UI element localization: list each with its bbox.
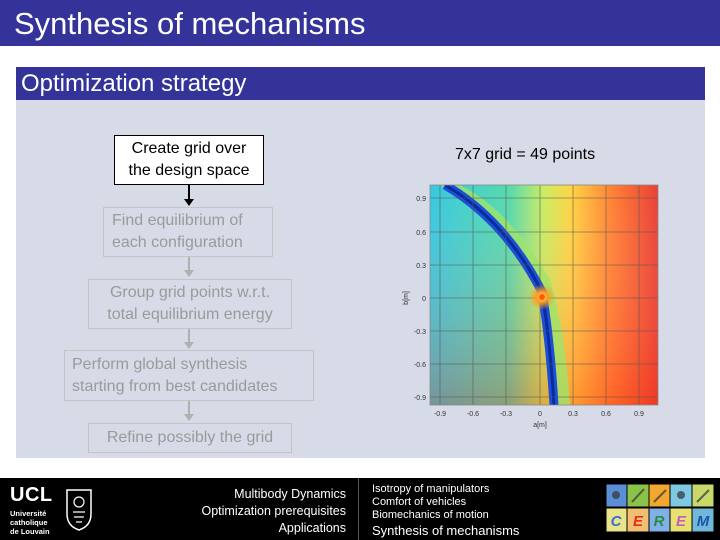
cerem-letter-e2: E — [676, 513, 687, 530]
section-title: Optimization strategy — [21, 70, 247, 97]
footer-link-isotropy[interactable]: Isotropy of manipulators — [372, 483, 490, 495]
energy-map-plot: 0.9 0.6 0.3 0 -0.3 -0.6 -0.9 -0.9 -0.6 -… — [400, 180, 660, 430]
ytick-label: 0.3 — [416, 263, 426, 270]
grid-note: 7x7 grid = 49 points — [455, 146, 596, 163]
step-find-equilibrium: Find equilibrium of each configuration — [103, 207, 273, 257]
step-refine-grid-line1: Refine possibly the grid — [106, 429, 274, 446]
ytick-label: 0 — [422, 296, 426, 303]
cerem-letter-m: M — [697, 513, 710, 530]
step-find-equilibrium-line2: each configuration — [112, 234, 243, 251]
title-bar: Synthesis of mechanisms — [0, 0, 720, 46]
xtick-label: 0 — [538, 411, 542, 418]
footer-link-applications[interactable]: Applications — [278, 521, 346, 535]
xtick-label: 0.6 — [601, 411, 611, 418]
ucl-logo: UCL Université catholique de Louvain — [6, 482, 96, 536]
cerem-logo: C E R E M — [606, 484, 714, 532]
step-refine-grid: Refine possibly the grid — [88, 423, 292, 453]
y-axis-label: b[m] — [403, 291, 410, 305]
cerem-letter-r: R — [654, 513, 665, 530]
ytick-label: -0.6 — [414, 362, 426, 369]
step-group-points-line1: Group grid points w.r.t. — [109, 284, 271, 301]
step-create-grid-line2: the design space — [128, 162, 250, 179]
arrow-4-line — [188, 401, 190, 414]
step-create-grid-line1: Create grid over — [131, 140, 247, 157]
footer-link-biomechanics[interactable]: Biomechanics of motion — [372, 509, 489, 521]
footer-nav-right: Isotropy of manipulators Comfort of vehi… — [372, 483, 519, 539]
ucl-logo-line2: catholique — [10, 518, 48, 527]
footer-link-multibody[interactable]: Multibody Dynamics — [234, 487, 346, 501]
crest-icon — [66, 489, 92, 531]
arrow-2-line — [188, 257, 190, 270]
arrow-4-head — [184, 414, 194, 421]
xtick-label: -0.6 — [467, 411, 479, 418]
plot-frame — [429, 184, 659, 406]
footer-divider — [358, 478, 359, 540]
title-rule — [0, 46, 720, 50]
xtick-label: -0.9 — [434, 411, 446, 418]
step-global-synthesis: Perform global synthesis starting from b… — [64, 350, 314, 401]
arrow-3-line — [188, 329, 190, 342]
ucl-logo-text: UCL — [10, 484, 53, 506]
footer-nav-left: Multibody Dynamics Optimization prerequi… — [201, 486, 346, 537]
optimum-center — [539, 294, 545, 300]
grid-lines — [430, 185, 658, 405]
arrow-3-head — [184, 342, 194, 349]
arrow-1-head — [184, 199, 194, 206]
step-group-points-line2: total equilibrium energy — [107, 306, 273, 323]
step-global-synthesis-line1: Perform global synthesis — [72, 356, 248, 373]
ucl-logo-line1: Université — [10, 509, 47, 518]
ucl-logo-line3: de Louvain — [10, 527, 50, 536]
section-bar: Optimization strategy — [16, 67, 705, 100]
x-axis-label: a[m] — [533, 422, 547, 429]
footer: UCL Université catholique de Louvain Mul… — [0, 478, 720, 540]
step-group-points: Group grid points w.r.t. total equilibri… — [88, 279, 292, 329]
footer-link-optimization[interactable]: Optimization prerequisites — [201, 504, 346, 518]
cerem-letter-c: C — [611, 513, 623, 530]
ytick-label: -0.9 — [414, 395, 426, 402]
step-global-synthesis-line2: starting from best candidates — [72, 378, 278, 395]
cerem-letter-e: E — [633, 513, 644, 530]
footer-link-comfort[interactable]: Comfort of vehicles — [372, 496, 467, 508]
step-create-grid: Create grid over the design space — [114, 135, 264, 185]
footer-link-synthesis[interactable]: Synthesis of mechanisms — [372, 523, 520, 538]
arrow-1-line — [188, 185, 190, 199]
step-find-equilibrium-line1: Find equilibrium of — [112, 212, 243, 229]
ytick-label: 0.9 — [416, 196, 426, 203]
energy-map-svg: 0.9 0.6 0.3 0 -0.3 -0.6 -0.9 -0.9 -0.6 -… — [403, 184, 659, 429]
xtick-label: -0.3 — [500, 411, 512, 418]
xtick-label: 0.3 — [568, 411, 578, 418]
ytick-label: -0.3 — [414, 329, 426, 336]
ytick-label: 0.6 — [416, 230, 426, 237]
slide-title: Synthesis of mechanisms — [14, 6, 366, 41]
xtick-label: 0.9 — [634, 411, 644, 418]
arrow-2-head — [184, 270, 194, 277]
